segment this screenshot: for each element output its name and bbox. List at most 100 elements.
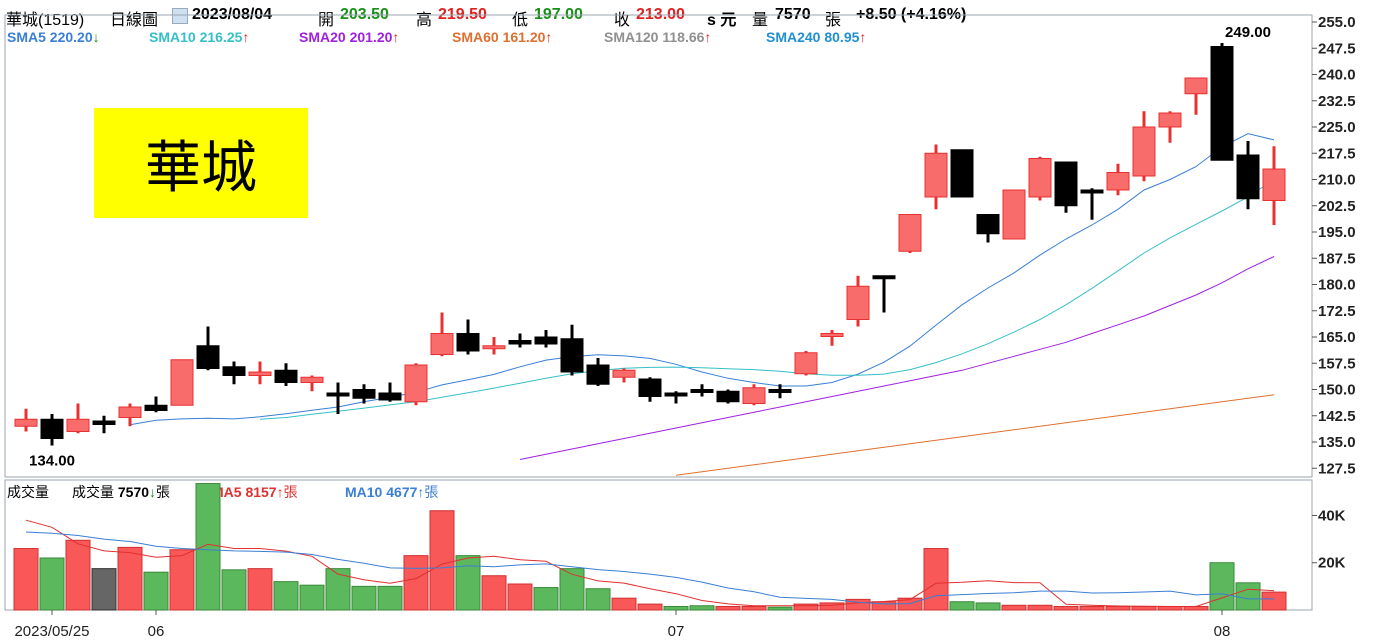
candle-body <box>1184 77 1208 95</box>
calendar-icon[interactable] <box>172 8 188 24</box>
close-value: 213.00 <box>636 6 685 23</box>
candle-body <box>586 364 610 385</box>
volume-bar <box>663 605 689 611</box>
volume-panel-frame <box>4 479 1313 611</box>
x-tick-label: 07 <box>668 623 685 640</box>
volume-bar <box>923 548 949 611</box>
volume-tick-label: 40K <box>1318 507 1346 524</box>
candle-body <box>716 390 740 403</box>
price-tick-label: 180.0 <box>1318 277 1356 294</box>
legend-sma60: SMA60 161.20↑ <box>452 29 553 45</box>
stock-title-box: 華城 <box>94 108 308 218</box>
candle-body <box>924 152 948 198</box>
close-label: 收 <box>614 12 631 29</box>
price-tick-label: 202.5 <box>1318 198 1356 215</box>
volume-bar <box>819 602 845 611</box>
candle-body <box>170 359 194 406</box>
volume-bar <box>1001 604 1027 611</box>
price-tick-label: 232.5 <box>1318 93 1356 110</box>
candle-body <box>404 364 428 403</box>
period-label[interactable]: 日線圖 <box>110 12 159 29</box>
legend-sma10: SMA10 216.25↑ <box>149 29 250 45</box>
candle-body <box>560 338 584 373</box>
candle-body <box>352 389 376 399</box>
volume-bar <box>975 602 1001 611</box>
sma-line-sma60 <box>675 394 1275 476</box>
volume-bar <box>871 601 897 611</box>
header-bar: 華城(1519) 日線圖 2023/08/04 開 203.50 高 219.5… <box>0 4 1381 29</box>
volume-bar <box>455 555 481 611</box>
stock-name[interactable]: 華城(1519) <box>6 12 85 29</box>
candle-body <box>1132 126 1156 177</box>
volume-bar <box>507 583 533 611</box>
candle-body <box>1054 161 1078 207</box>
price-tick-label: 217.5 <box>1318 145 1356 162</box>
volume-legend-label: 成交量 <box>7 484 49 500</box>
volume-bar <box>351 585 377 611</box>
volume-ma-line-ma5 <box>25 519 1275 607</box>
x-tick-label: 08 <box>1214 623 1231 640</box>
price-tick-label: 172.5 <box>1318 303 1356 320</box>
change-value: +8.50 (+4.16%) <box>856 6 967 23</box>
legend-sma20: SMA20 201.20↑ <box>299 29 400 45</box>
price-tick-label: 135.0 <box>1318 434 1356 451</box>
price-tick-label: 157.5 <box>1318 355 1356 372</box>
volume-bar <box>585 588 611 611</box>
volume-bar <box>1157 605 1183 611</box>
unit-label: s 元 <box>707 12 737 29</box>
volume-label: 量 <box>752 12 769 29</box>
volume-bar <box>195 483 221 611</box>
price-tick-label: 187.5 <box>1318 250 1356 267</box>
low-label: 低 <box>512 12 529 29</box>
volume-bar <box>559 568 585 611</box>
candle-body <box>274 369 298 383</box>
candle-body <box>872 275 896 280</box>
sma-line-sma10 <box>259 179 1275 420</box>
volume-bar <box>273 581 299 611</box>
x-tick-label: 06 <box>148 623 165 640</box>
header-date: 2023/08/04 <box>192 6 273 23</box>
volume-bar <box>91 568 117 611</box>
price-tick-label: 240.0 <box>1318 67 1356 84</box>
volume-bar <box>117 546 143 611</box>
candle-body <box>820 333 844 337</box>
volume-tick-label: 20K <box>1318 555 1346 572</box>
candle-body <box>742 387 766 404</box>
candle-body <box>300 376 324 383</box>
candle-body <box>66 418 90 432</box>
candle-body <box>690 389 714 393</box>
candle-body <box>638 378 662 397</box>
candle-body <box>612 369 636 378</box>
price-tick-label: 165.0 <box>1318 329 1356 346</box>
candle-body <box>430 333 454 355</box>
volume-bar <box>429 510 455 611</box>
legend-sma5: SMA5 220.20↓ <box>7 29 100 45</box>
high-value: 219.50 <box>438 6 487 23</box>
volume-bar <box>611 597 637 611</box>
candle-body <box>1106 172 1130 191</box>
low-value: 197.00 <box>534 6 583 23</box>
candle-body <box>1028 158 1052 198</box>
x-tick-label: 2023/05/25 <box>14 623 89 640</box>
volume-bar <box>793 603 819 611</box>
candle-body <box>40 418 64 439</box>
volume-bar <box>767 606 793 611</box>
price-tick-label: 225.0 <box>1318 119 1356 136</box>
volume-bar <box>39 557 65 611</box>
volume-bar <box>403 555 429 611</box>
price-tick-label: 142.5 <box>1318 408 1356 425</box>
volume-bar <box>533 587 559 611</box>
volume-bar <box>13 548 39 611</box>
sma-line-sma20 <box>519 256 1275 460</box>
volume-bar <box>247 568 273 611</box>
candle-body <box>118 406 142 418</box>
price-tick-label: 195.0 <box>1318 224 1356 241</box>
high-label: 高 <box>416 12 433 29</box>
candle-body <box>1158 112 1182 128</box>
volume-bar <box>949 601 975 611</box>
price-tick-label: 210.0 <box>1318 172 1356 189</box>
candle-body <box>976 214 1000 235</box>
volume-bar <box>377 585 403 611</box>
